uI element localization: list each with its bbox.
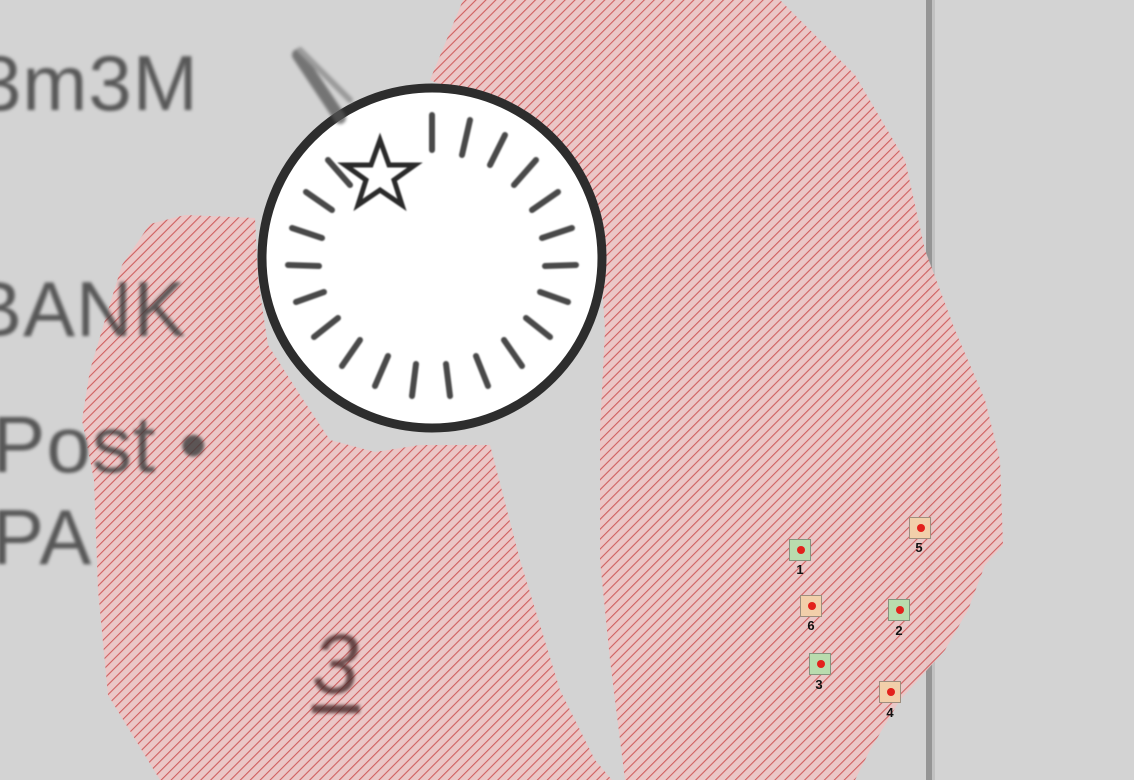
depth-label: 3m3M xyxy=(0,39,199,127)
pa-label: PA xyxy=(0,493,93,581)
restricted-area-west[interactable] xyxy=(82,215,612,780)
marker-dot xyxy=(887,688,895,696)
marker-label-3: 3 xyxy=(815,677,823,692)
marker-dot xyxy=(808,602,816,610)
marker-5[interactable] xyxy=(909,517,931,539)
marker-label-6: 6 xyxy=(807,618,815,633)
marker-label-2: 2 xyxy=(895,623,903,638)
marker-dot xyxy=(896,606,904,614)
marker-dot xyxy=(797,546,805,554)
marker-label-4: 4 xyxy=(886,705,894,720)
marker-2[interactable] xyxy=(888,599,910,621)
marker-6[interactable] xyxy=(800,595,822,617)
marker-4[interactable] xyxy=(879,681,901,703)
beacon-icon xyxy=(292,47,353,124)
bank-label: BANK xyxy=(0,265,187,353)
marker-dot xyxy=(917,524,925,532)
marker-dot xyxy=(817,660,825,668)
compass-rose-buoy-icon xyxy=(257,83,607,433)
marker-3[interactable] xyxy=(809,653,831,675)
marker-1[interactable] xyxy=(789,539,811,561)
post-label: Post • xyxy=(0,400,209,489)
marker-label-5: 5 xyxy=(915,540,923,555)
marker-label-1: 1 xyxy=(796,562,804,577)
restricted-area-east[interactable] xyxy=(430,0,1003,780)
sounding-label: 3 xyxy=(312,617,360,711)
